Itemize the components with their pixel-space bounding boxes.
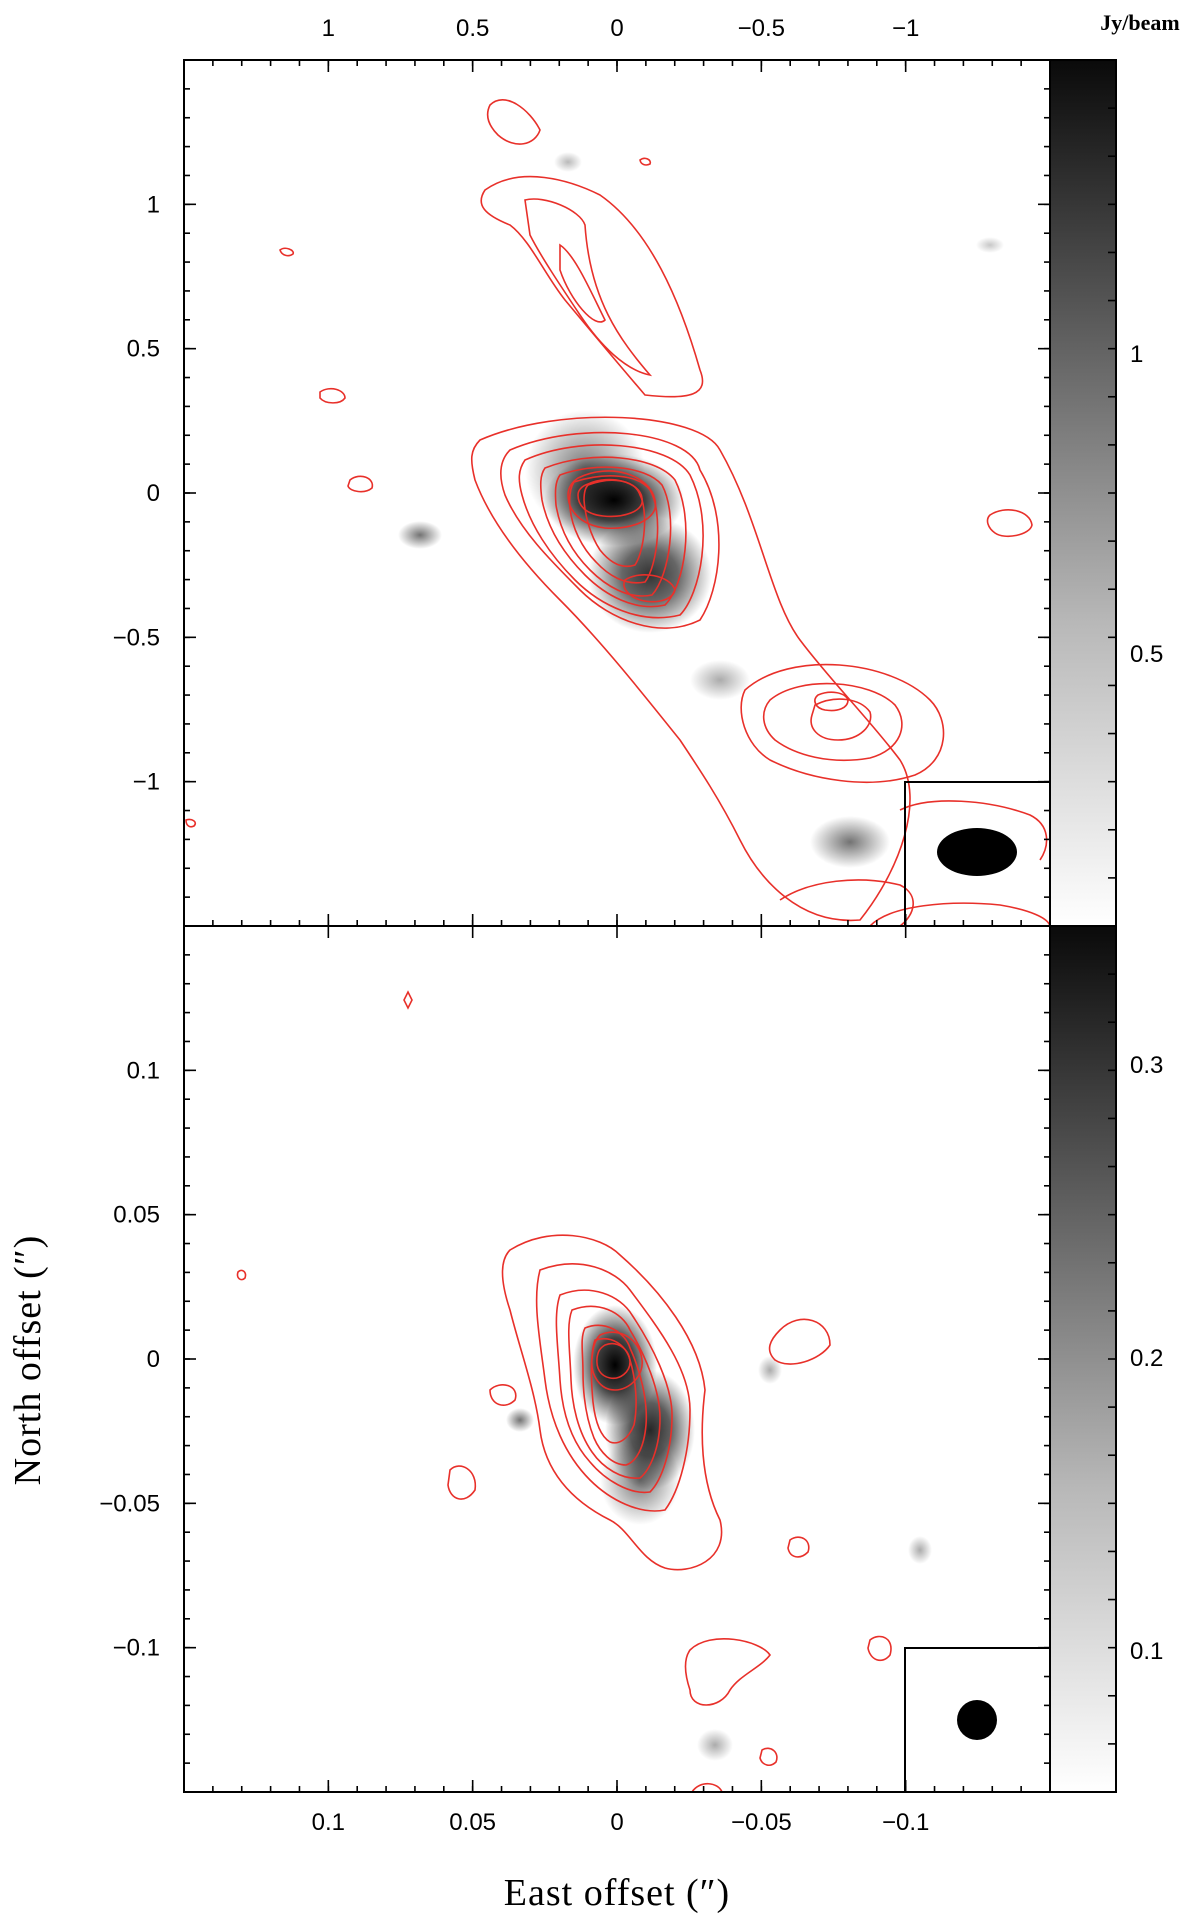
colorbar-bottom-tick: 0.2 <box>1130 1345 1163 1372</box>
y-axis-title: North offset (″) <box>7 1235 49 1486</box>
axis-ticks: 1 0.5 0 −0.5 −1 1 0.5 0 −0.5 −1 0.1 0.05 0 −0.05 −0.1 0… <box>99 15 1116 1836</box>
top-panel <box>185 99 1050 926</box>
top-y-tick-label: 1 <box>147 191 160 218</box>
bottom-panel <box>236 990 1050 1792</box>
bottom-y-tick-label: −0.05 <box>99 1490 160 1517</box>
top-beam-inset <box>904 781 1050 926</box>
x-axis-title: East offset (″) <box>504 1872 730 1914</box>
bottom-x-tick-label: −0.05 <box>731 1809 792 1836</box>
bottom-y-tick-label: 0.1 <box>127 1057 160 1084</box>
colorbar-top <box>1049 59 1117 927</box>
colorbar-top-tick: 0.5 <box>1130 641 1163 668</box>
bottom-contours <box>236 990 892 1792</box>
top-x-tick-label: −0.5 <box>738 15 785 42</box>
bottom-y-tick-label: 0.05 <box>113 1202 160 1229</box>
bottom-x-tick-label: 0 <box>610 1809 623 1836</box>
top-y-tick-label: −1 <box>133 769 160 796</box>
colorbar-unit-label: Jy/beam <box>1100 10 1179 35</box>
bottom-y-tick-label: −0.1 <box>113 1635 160 1662</box>
colorbar-bottom-tick: 0.3 <box>1130 1052 1163 1079</box>
bottom-x-tick-label: 0.1 <box>312 1809 345 1836</box>
colorbar-bottom-tick: 0.1 <box>1130 1638 1163 1665</box>
top-y-tick-label: 0.5 <box>127 336 160 363</box>
top-contours <box>185 99 1050 926</box>
colorbar-top-tick: 1 <box>1130 341 1143 368</box>
top-x-tick-label: −1 <box>892 15 919 42</box>
colorbar-bottom <box>1049 925 1117 1793</box>
top-x-tick-label: 1 <box>322 15 335 42</box>
bottom-y-tick-label: 0 <box>147 1346 160 1373</box>
top-x-tick-label: 0 <box>610 15 623 42</box>
top-x-tick-label: 0.5 <box>456 15 489 42</box>
top-y-tick-label: 0 <box>147 480 160 507</box>
bottom-beam-inset <box>904 1647 1050 1792</box>
bottom-x-tick-label: 0.05 <box>449 1809 496 1836</box>
top-y-tick-label: −0.5 <box>113 624 160 651</box>
bottom-emission-image <box>506 1305 932 1761</box>
bottom-x-tick-label: −0.1 <box>882 1809 929 1836</box>
